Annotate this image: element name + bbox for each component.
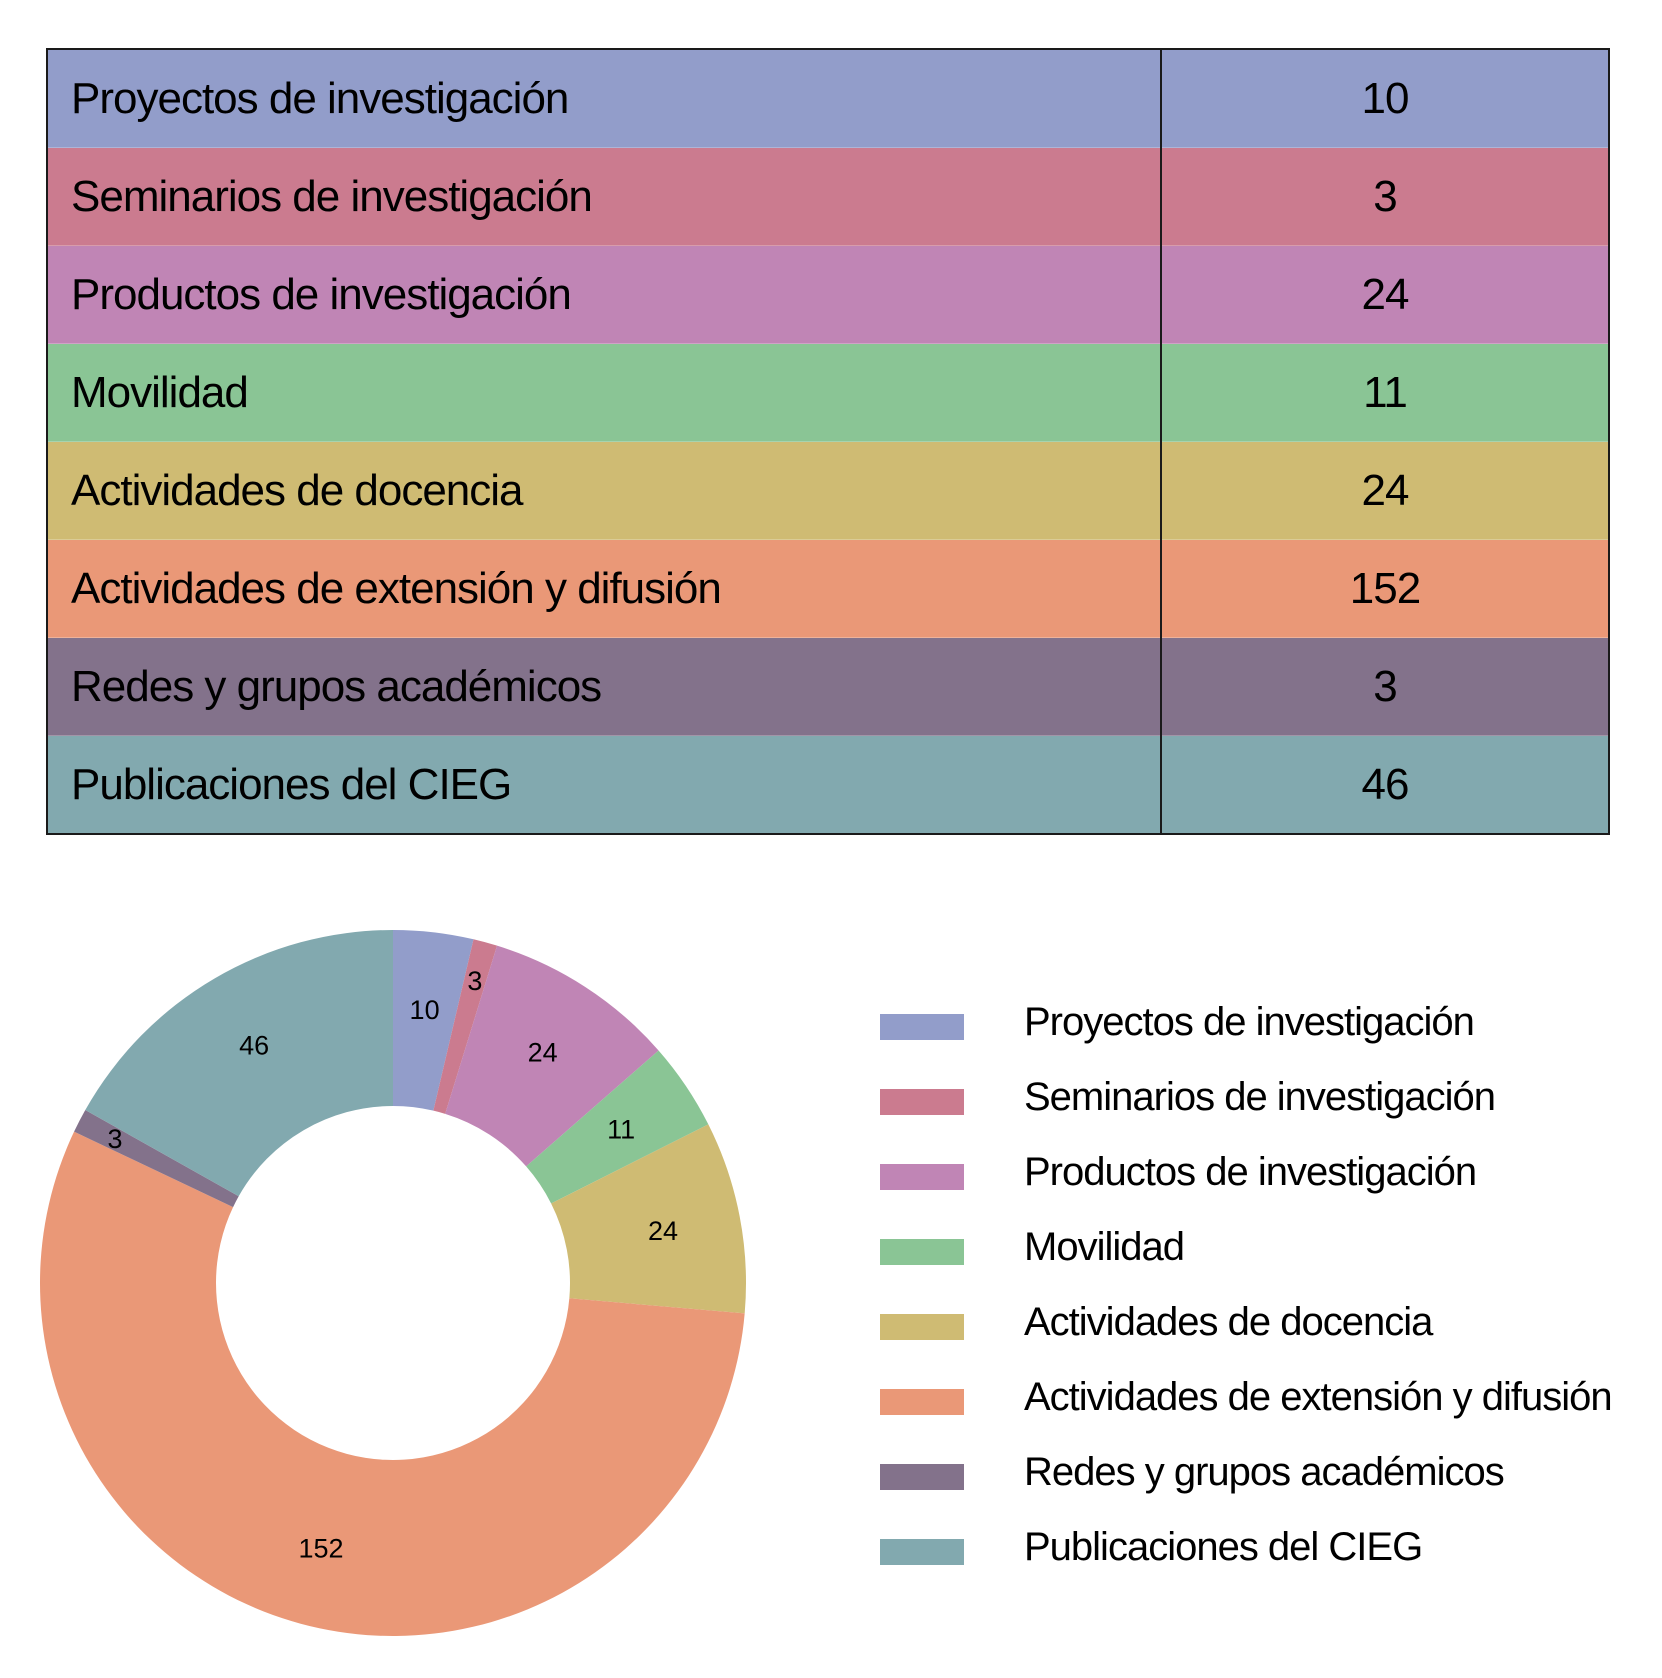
legend-swatch: [880, 1014, 964, 1040]
table-value-cell: 46: [1160, 735, 1609, 834]
legend-swatch: [880, 1089, 964, 1115]
legend-item: Actividades de docencia: [880, 1300, 1640, 1375]
table-row: Actividades de docencia 24: [47, 441, 1609, 540]
table-category-cell: Redes y grupos académicos: [47, 637, 1161, 736]
donut-chart-svg: 10 3 24 11 24 152 3 46: [39, 930, 746, 1637]
donut-slice: [433, 939, 498, 1114]
donut-slice: [393, 930, 474, 1111]
legend-swatch: [880, 1539, 964, 1565]
table-category-cell: Publicaciones del CIEG: [47, 735, 1161, 834]
table-category-cell: Actividades de extensión y difusión: [47, 539, 1161, 638]
legend-swatch: [880, 1239, 964, 1265]
legend-item: Publicaciones del CIEG: [880, 1525, 1640, 1600]
table-value-cell: 3: [1160, 147, 1609, 246]
table-row: Actividades de extensión y difusión 152: [47, 539, 1609, 638]
table-category-cell: Proyectos de investigación: [71, 73, 569, 123]
donut-slice-label: 24: [528, 1037, 558, 1067]
table-body: Proyectos de investigación 10 Seminarios d…: [47, 49, 1609, 834]
donut-slice: [445, 945, 659, 1167]
table-value-cell: 24: [1160, 441, 1609, 540]
legend-item: Movilidad: [880, 1225, 1640, 1300]
legend-swatch: [880, 1389, 964, 1415]
donut-slice-label: 3: [108, 1124, 123, 1154]
donut-slice-label: 11: [607, 1114, 635, 1144]
table-row: Publicaciones del CIEG 46: [47, 735, 1609, 834]
table-value-cell: 24: [1160, 245, 1609, 344]
donut-slice-label: 24: [648, 1216, 678, 1246]
table-row: Seminarios de investigación 3: [47, 147, 1609, 246]
legend-label: Proyectos de investigación: [1024, 1000, 1475, 1044]
table-row: Redes y grupos académicos 3: [47, 637, 1609, 736]
legend-swatch: [880, 1314, 964, 1340]
donut-slice: [526, 1050, 709, 1204]
data-table: Proyectos de investigación 10 Seminarios d…: [46, 48, 1610, 835]
legend-label: Movilidad: [1024, 1225, 1185, 1269]
donut-slice: [39, 1131, 745, 1637]
table-value-cell: 10: [1160, 49, 1609, 148]
legend-label: Actividades de docencia: [1024, 1300, 1433, 1344]
legend-label: Publicaciones del CIEG: [1024, 1525, 1423, 1569]
legend-label: Redes y grupos académicos: [1024, 1450, 1505, 1494]
table-value-cell: 3: [1160, 637, 1609, 736]
legend-label: Productos de investigación: [1024, 1150, 1477, 1194]
legend-swatch: [880, 1164, 964, 1190]
legend-swatch: [880, 1464, 964, 1490]
legend-label: Seminarios de investigación: [1024, 1075, 1496, 1119]
donut-slice: [74, 1110, 239, 1208]
donut-slice-label: 152: [299, 1533, 344, 1563]
donut-slice-label: 46: [239, 1031, 269, 1061]
table-row: Movilidad 11: [47, 343, 1609, 442]
table-category-cell: Seminarios de investigación: [47, 147, 1161, 246]
table-row: Productos de investigación 24: [47, 245, 1609, 344]
donut-slice-label: 10: [410, 995, 440, 1025]
legend-label: Actividades de extensión y difusión: [1024, 1375, 1613, 1419]
legend-item: Proyectos de investigación: [880, 1000, 1640, 1075]
donut-slice: [551, 1124, 746, 1314]
legend-item: Redes y grupos académicos: [880, 1450, 1640, 1525]
legend-item: Productos de investigación: [880, 1150, 1640, 1225]
table-value-cell: 152: [1160, 539, 1609, 638]
table-category-cell: Movilidad: [47, 343, 1161, 442]
table-category-cell: Actividades de docencia: [47, 441, 1161, 540]
table-row: Proyectos de investigación 10: [47, 49, 1609, 148]
donut-slice: [85, 930, 393, 1197]
legend-item: Seminarios de investigación: [880, 1075, 1640, 1150]
donut-chart: 10 3 24 11 24 152 3 46: [0, 900, 800, 1678]
table-value-cell: 11: [1160, 343, 1609, 442]
donut-slice-label: 3: [467, 966, 482, 996]
chart-legend: Proyectos de investigación Seminarios de …: [880, 1000, 1640, 1600]
legend-item: Actividades de extensión y difusión: [880, 1375, 1640, 1450]
table-category-cell: Productos de investigación: [47, 245, 1161, 344]
